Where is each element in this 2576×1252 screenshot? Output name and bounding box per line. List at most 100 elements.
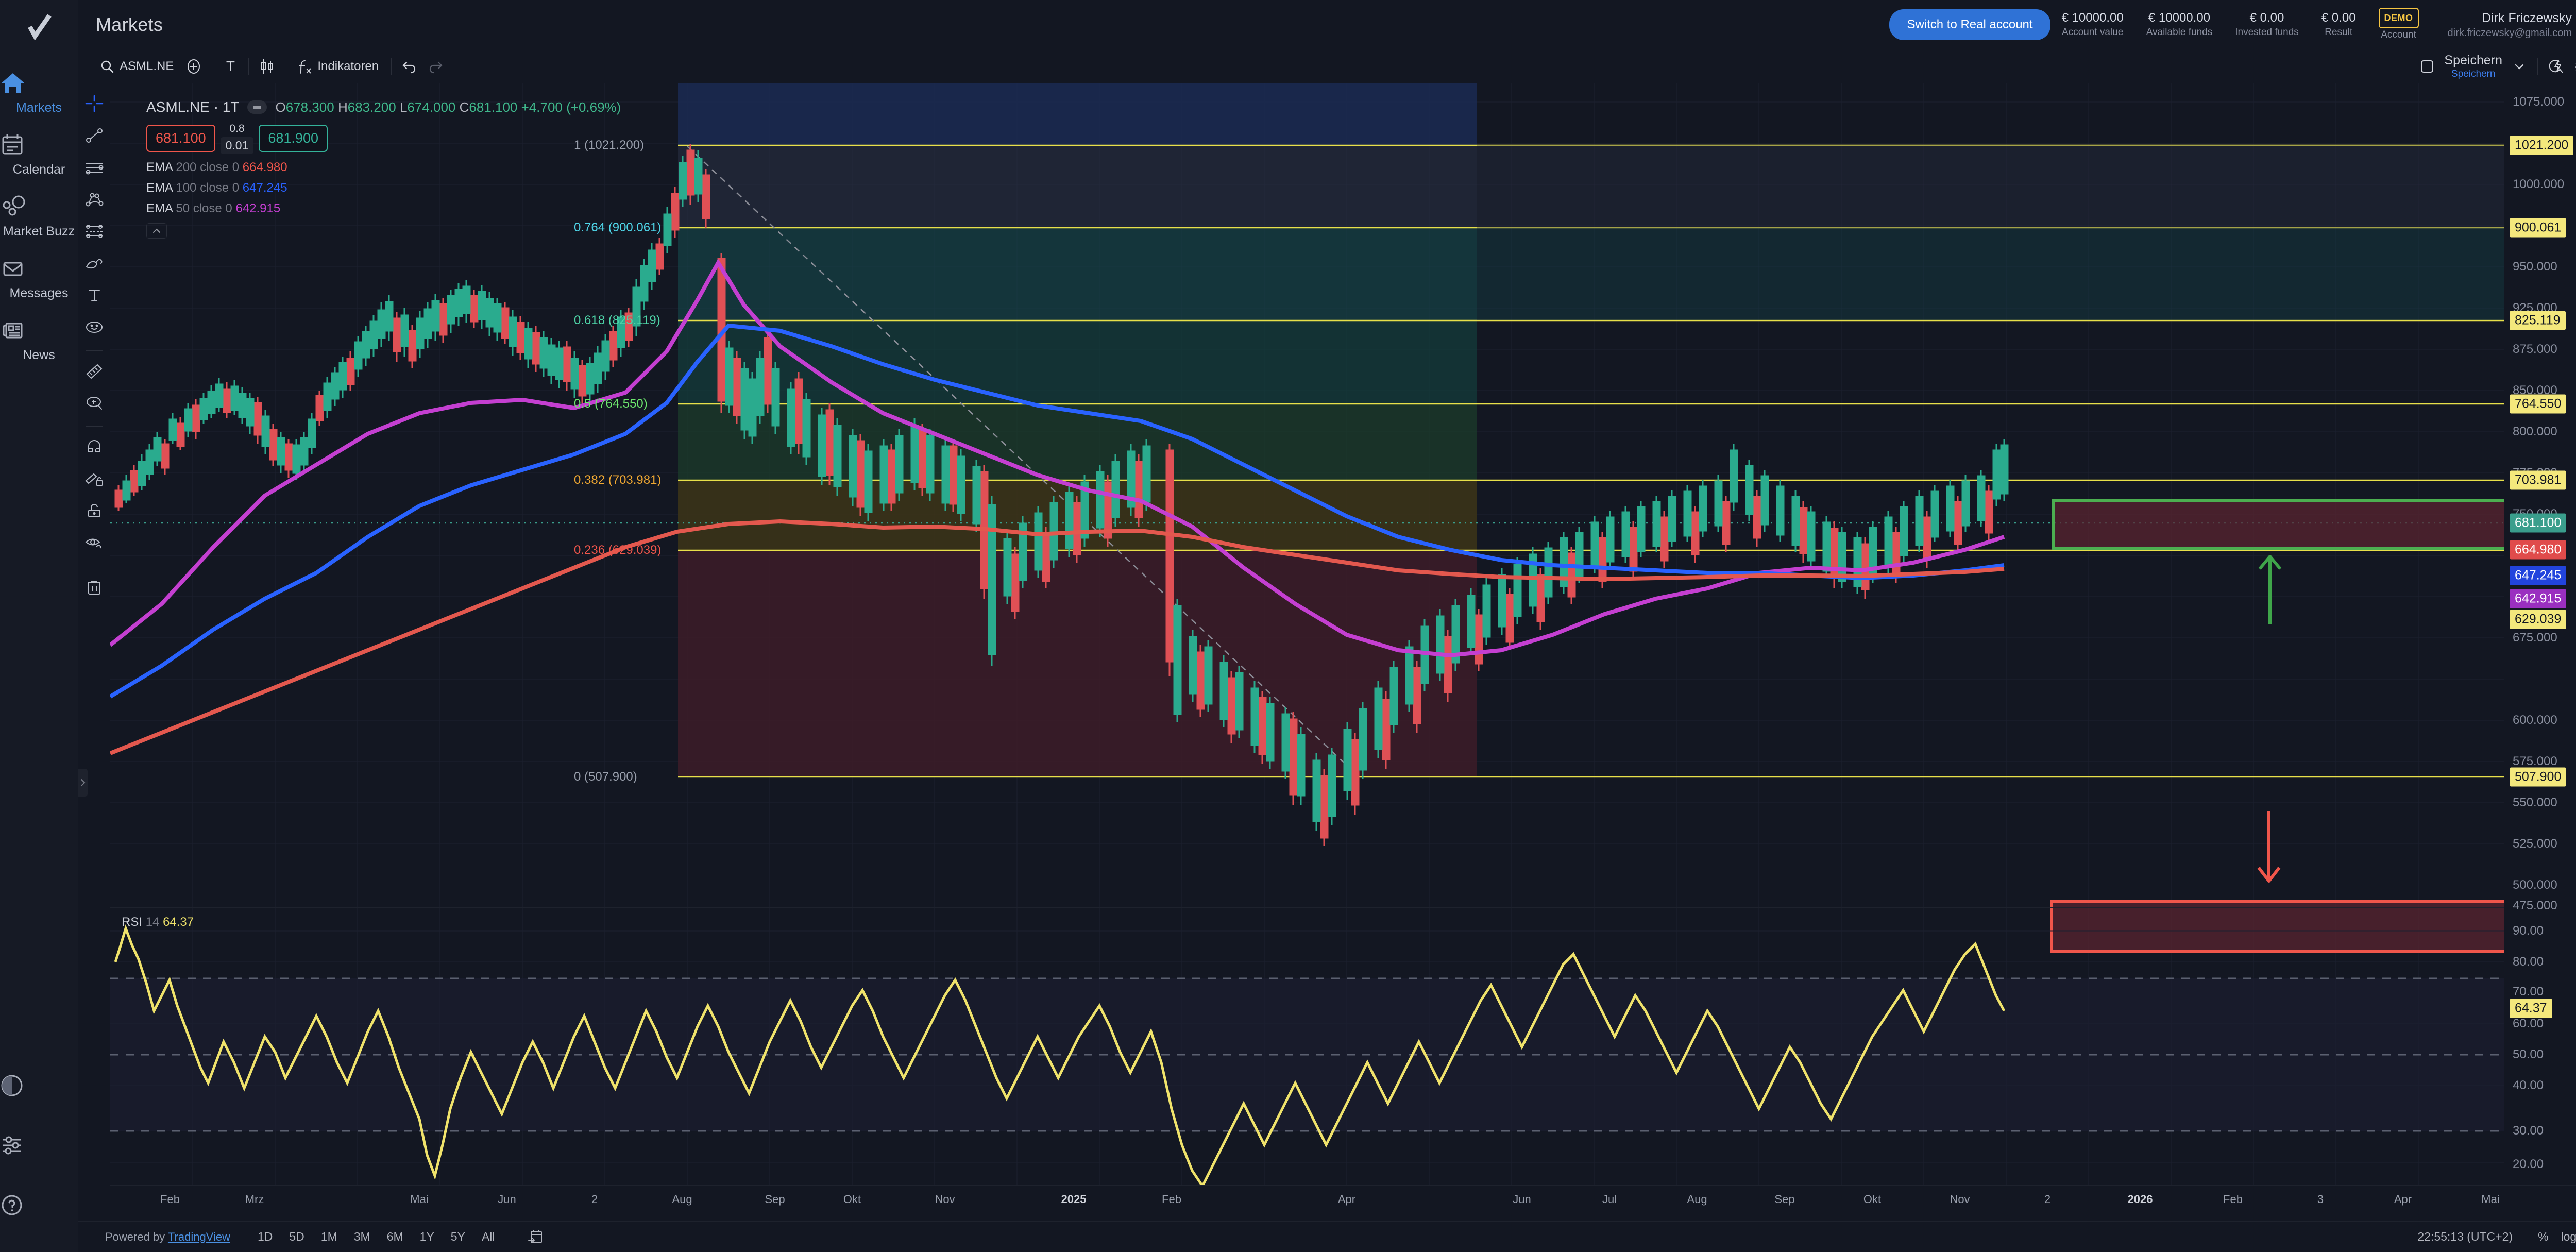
range-button-5d[interactable]: 5D xyxy=(289,1230,304,1243)
time-tick: Jun xyxy=(498,1193,516,1206)
price-badge-fib-629: 629.039 xyxy=(2510,610,2567,629)
price-badge-fib-507: 507.900 xyxy=(2510,767,2567,787)
emoji-smiley-icon[interactable] xyxy=(81,314,107,340)
top-header: Markets Switch to Real account € 10000.0… xyxy=(78,0,2576,49)
status-badge: DEMO xyxy=(2378,7,2419,28)
switch-to-real-account-button[interactable]: Switch to Real account xyxy=(1889,9,2050,40)
brush-icon[interactable] xyxy=(81,250,107,276)
price-tick: 1075.000 xyxy=(2513,95,2565,109)
range-button-3m[interactable]: 3M xyxy=(353,1230,370,1243)
quick-search-button[interactable] xyxy=(2543,54,2569,79)
range-button-6m[interactable]: 6M xyxy=(386,1230,403,1243)
sidebar-item-market-buzz[interactable]: Market Buzz xyxy=(0,185,78,247)
drawing-mode-lock-icon[interactable] xyxy=(81,466,107,492)
calendar-icon xyxy=(0,133,78,160)
undo-button[interactable] xyxy=(397,54,422,79)
pitchfork-pattern-icon[interactable] xyxy=(81,187,107,212)
ohlc-close-key: C xyxy=(459,99,469,115)
buy-price-button[interactable]: 681.900 xyxy=(259,125,328,152)
range-button-all[interactable]: All xyxy=(481,1230,495,1243)
scale-percent-button[interactable]: % xyxy=(2538,1230,2549,1243)
range-button-1m[interactable]: 1M xyxy=(320,1230,337,1243)
chart-canvas[interactable]: 1 (1021.200) 0.764 (900.061) 0.618 (825.… xyxy=(110,83,2504,1221)
fib-retracement-icon[interactable] xyxy=(81,218,107,244)
stat-invested-funds: € 0.00 Invested funds xyxy=(2224,10,2310,39)
chart-type-button[interactable] xyxy=(254,54,280,79)
symbol-search-button[interactable]: ASML.NE xyxy=(93,54,181,79)
save-chart-button[interactable]: Speichern Speichern xyxy=(2444,54,2502,79)
search-icon xyxy=(100,59,114,74)
indicators-button[interactable]: Indikatoren xyxy=(291,54,386,79)
fib-label-0618: 0.618 (825.119) xyxy=(574,313,660,327)
rsi-tick: 90.00 xyxy=(2513,924,2544,938)
range-button-5y[interactable]: 5Y xyxy=(450,1230,465,1243)
legend-indicator-ema50[interactable]: EMA 50 close 0 642.915 xyxy=(146,201,621,216)
add-symbol-button[interactable] xyxy=(181,54,207,79)
ruler-measure-icon[interactable] xyxy=(81,358,107,384)
horizontal-lines-icon[interactable] xyxy=(81,155,107,180)
price-axis[interactable]: 1075.000 1050.000 1000.000 975.000 950.0… xyxy=(2504,83,2576,1221)
bottom-bar: Powered by TradingView 1D 5D 1M 3M 6M 1Y… xyxy=(78,1221,2576,1252)
sidebar-item-theme[interactable] xyxy=(0,1057,78,1117)
layout-button[interactable] xyxy=(2414,54,2440,79)
time-axis[interactable]: Feb Mrz Mai Jun 2 Aug Sep Okt Nov 2025 F… xyxy=(110,1185,2576,1217)
text-tool-icon[interactable] xyxy=(81,282,107,308)
price-badge-ema100: 647.245 xyxy=(2510,566,2567,585)
price-badge-fib-764: 764.550 xyxy=(2510,394,2567,414)
sidebar-item-preferences[interactable] xyxy=(0,1117,78,1177)
save-dropdown-button[interactable] xyxy=(2506,54,2532,79)
trash-bin-icon[interactable] xyxy=(81,573,107,599)
price-tick: 525.000 xyxy=(2513,837,2557,851)
rsi-tick: 70.00 xyxy=(2513,985,2544,999)
lock-open-icon[interactable] xyxy=(81,498,107,523)
crosshair-cursor-icon[interactable] xyxy=(81,91,107,116)
price-badge-ema50: 642.915 xyxy=(2510,589,2567,608)
up-arrow xyxy=(2258,555,2282,624)
bid-ask-row: 681.100 0.8 0.01 681.900 xyxy=(146,123,621,154)
range-button-1d[interactable]: 1D xyxy=(257,1230,273,1243)
home-icon xyxy=(0,71,78,98)
legend-indicator-ema100[interactable]: EMA 100 close 0 647.245 xyxy=(146,181,621,195)
chevron-down-icon xyxy=(2513,60,2526,73)
ohlc-high: 683.200 xyxy=(347,99,396,115)
stat-label: Account value xyxy=(2061,26,2124,38)
zoom-in-icon[interactable] xyxy=(81,390,107,416)
collapse-legend-button[interactable] xyxy=(146,223,167,239)
brand-logo-icon[interactable] xyxy=(23,11,56,44)
stat-label: Invested funds xyxy=(2235,26,2299,38)
hide-drawings-eye-icon[interactable] xyxy=(81,530,107,555)
redo-button[interactable] xyxy=(422,54,448,79)
chart-area[interactable]: 1 (1021.200) 0.764 (900.061) 0.618 (825.… xyxy=(110,83,2576,1221)
sidebar-item-help[interactable] xyxy=(0,1177,78,1237)
price-badge-last-price: 681.100 xyxy=(2510,513,2567,533)
ema-series xyxy=(110,259,2005,755)
legend-indicator-ema200[interactable]: EMA 200 close 0 664.980 xyxy=(146,160,621,175)
price-tick: 800.000 xyxy=(2513,425,2557,438)
goto-date-button[interactable] xyxy=(522,1224,548,1250)
sidebar-item-messages[interactable]: Messages xyxy=(0,247,78,309)
time-tick: Feb xyxy=(2223,1193,2243,1206)
spread-info: 0.8 0.01 xyxy=(220,123,254,154)
sidebar-item-calendar[interactable]: Calendar xyxy=(0,124,78,185)
account-type-badge-group[interactable]: DEMO Account xyxy=(2367,7,2430,42)
rsi-legend[interactable]: RSI 14 64.37 xyxy=(122,915,194,929)
trend-line-icon[interactable] xyxy=(81,123,107,148)
sell-price-button[interactable]: 681.100 xyxy=(146,125,215,152)
sidebar-label-news: News xyxy=(23,348,55,362)
timeframe-button[interactable]: T xyxy=(217,54,243,79)
tradingview-link[interactable]: TradingView xyxy=(167,1230,230,1243)
ohlc-high-key: H xyxy=(337,99,348,115)
scale-log-button[interactable]: log xyxy=(2561,1230,2576,1243)
visibility-toggle-icon[interactable] xyxy=(247,100,267,114)
magnet-icon[interactable] xyxy=(81,434,107,460)
chart-settings-button[interactable] xyxy=(2569,54,2576,79)
user-info[interactable]: Dirk Friczewsky dirk.friczewsky@gmail.co… xyxy=(2430,10,2576,40)
sidebar-item-markets[interactable]: Markets xyxy=(0,62,78,124)
fib-label-0236: 0.236 (629.039) xyxy=(574,543,662,557)
ema-name: EMA xyxy=(146,181,173,195)
redo-arrow-icon xyxy=(428,59,443,74)
fib-label-05: 0.5 (764.550) xyxy=(574,397,648,411)
range-button-1y[interactable]: 1Y xyxy=(419,1230,434,1243)
sidebar-item-news[interactable]: News xyxy=(0,309,78,371)
expand-drawing-sidebar-button[interactable] xyxy=(78,769,88,797)
